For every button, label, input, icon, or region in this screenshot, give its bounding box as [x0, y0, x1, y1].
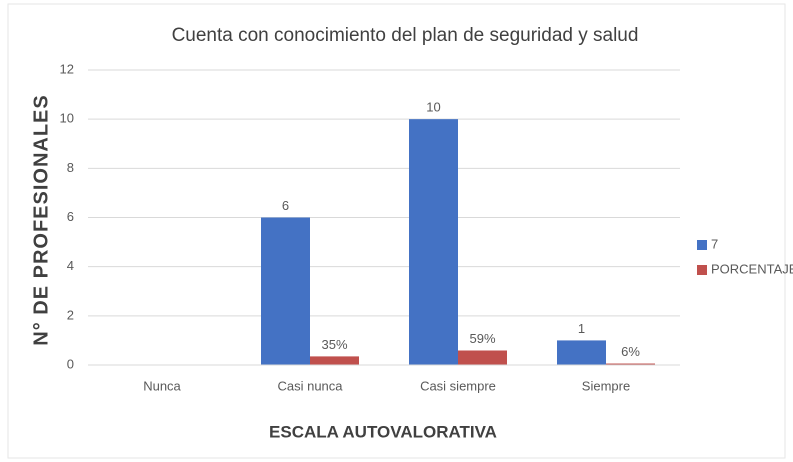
x-tick-label: Nunca: [143, 378, 181, 393]
data-label: 1: [578, 321, 585, 336]
data-label: 6: [282, 198, 289, 213]
y-tick-label: 8: [67, 160, 74, 175]
bar: [261, 217, 310, 365]
data-label: 35%: [321, 337, 347, 352]
bar: [458, 350, 507, 365]
data-label: 10: [426, 100, 440, 115]
data-label: 59%: [469, 331, 495, 346]
bar: [557, 340, 606, 365]
x-tick-label: Casi siempre: [420, 378, 496, 393]
y-tick-label: 10: [60, 111, 74, 126]
x-tick-label: Casi nunca: [277, 378, 343, 393]
x-axis-title: ESCALA AUTOVALORATIVA: [269, 422, 497, 441]
y-tick-label: 6: [67, 209, 74, 224]
legend-swatch: [697, 265, 707, 275]
chart-title: Cuenta con conocimiento del plan de segu…: [172, 25, 639, 46]
bar: [409, 119, 458, 366]
legend-label: 7: [711, 236, 718, 251]
bar: [606, 363, 655, 365]
y-axis-title: N° DE PROFESIONALES: [30, 94, 52, 345]
y-tick-label: 4: [67, 258, 74, 273]
y-tick-label: 12: [60, 61, 74, 76]
legend-label: PORCENTAJE: [711, 261, 793, 276]
y-tick-label: 0: [67, 356, 74, 371]
x-tick-label: Siempre: [582, 378, 630, 393]
bar: [310, 356, 359, 365]
legend-swatch: [697, 240, 707, 250]
data-label: 6%: [621, 344, 640, 359]
chart-border: [7, 3, 786, 459]
y-tick-label: 2: [67, 307, 74, 322]
